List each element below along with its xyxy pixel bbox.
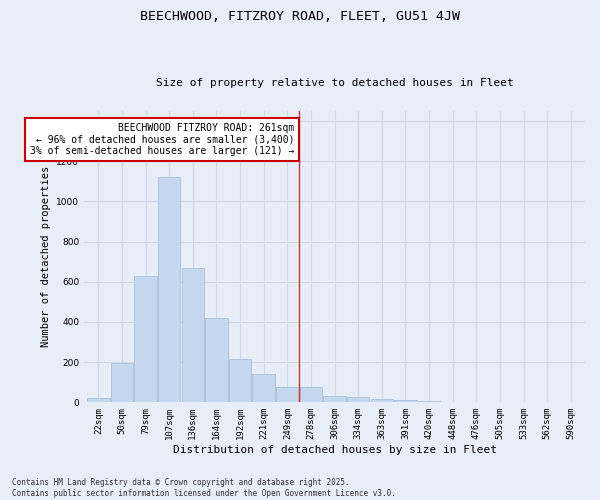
- Bar: [111, 363, 133, 403]
- Bar: [323, 396, 346, 402]
- Bar: [276, 388, 299, 402]
- Bar: [229, 359, 251, 403]
- Text: BEECHWOOD, FITZROY ROAD, FLEET, GU51 4JW: BEECHWOOD, FITZROY ROAD, FLEET, GU51 4JW: [140, 10, 460, 23]
- Bar: [253, 374, 275, 402]
- Bar: [205, 318, 227, 402]
- Title: Size of property relative to detached houses in Fleet: Size of property relative to detached ho…: [156, 78, 514, 88]
- Bar: [371, 400, 393, 402]
- Bar: [158, 178, 181, 402]
- Bar: [347, 398, 370, 402]
- Bar: [182, 268, 204, 402]
- X-axis label: Distribution of detached houses by size in Fleet: Distribution of detached houses by size …: [173, 445, 497, 455]
- Text: Contains HM Land Registry data © Crown copyright and database right 2025.
Contai: Contains HM Land Registry data © Crown c…: [12, 478, 396, 498]
- Text: BEECHWOOD FITZROY ROAD: 261sqm
← 96% of detached houses are smaller (3,400)
3% o: BEECHWOOD FITZROY ROAD: 261sqm ← 96% of …: [30, 123, 295, 156]
- Bar: [134, 276, 157, 402]
- Y-axis label: Number of detached properties: Number of detached properties: [41, 166, 51, 348]
- Bar: [87, 398, 110, 402]
- Bar: [300, 388, 322, 402]
- Bar: [394, 400, 416, 402]
